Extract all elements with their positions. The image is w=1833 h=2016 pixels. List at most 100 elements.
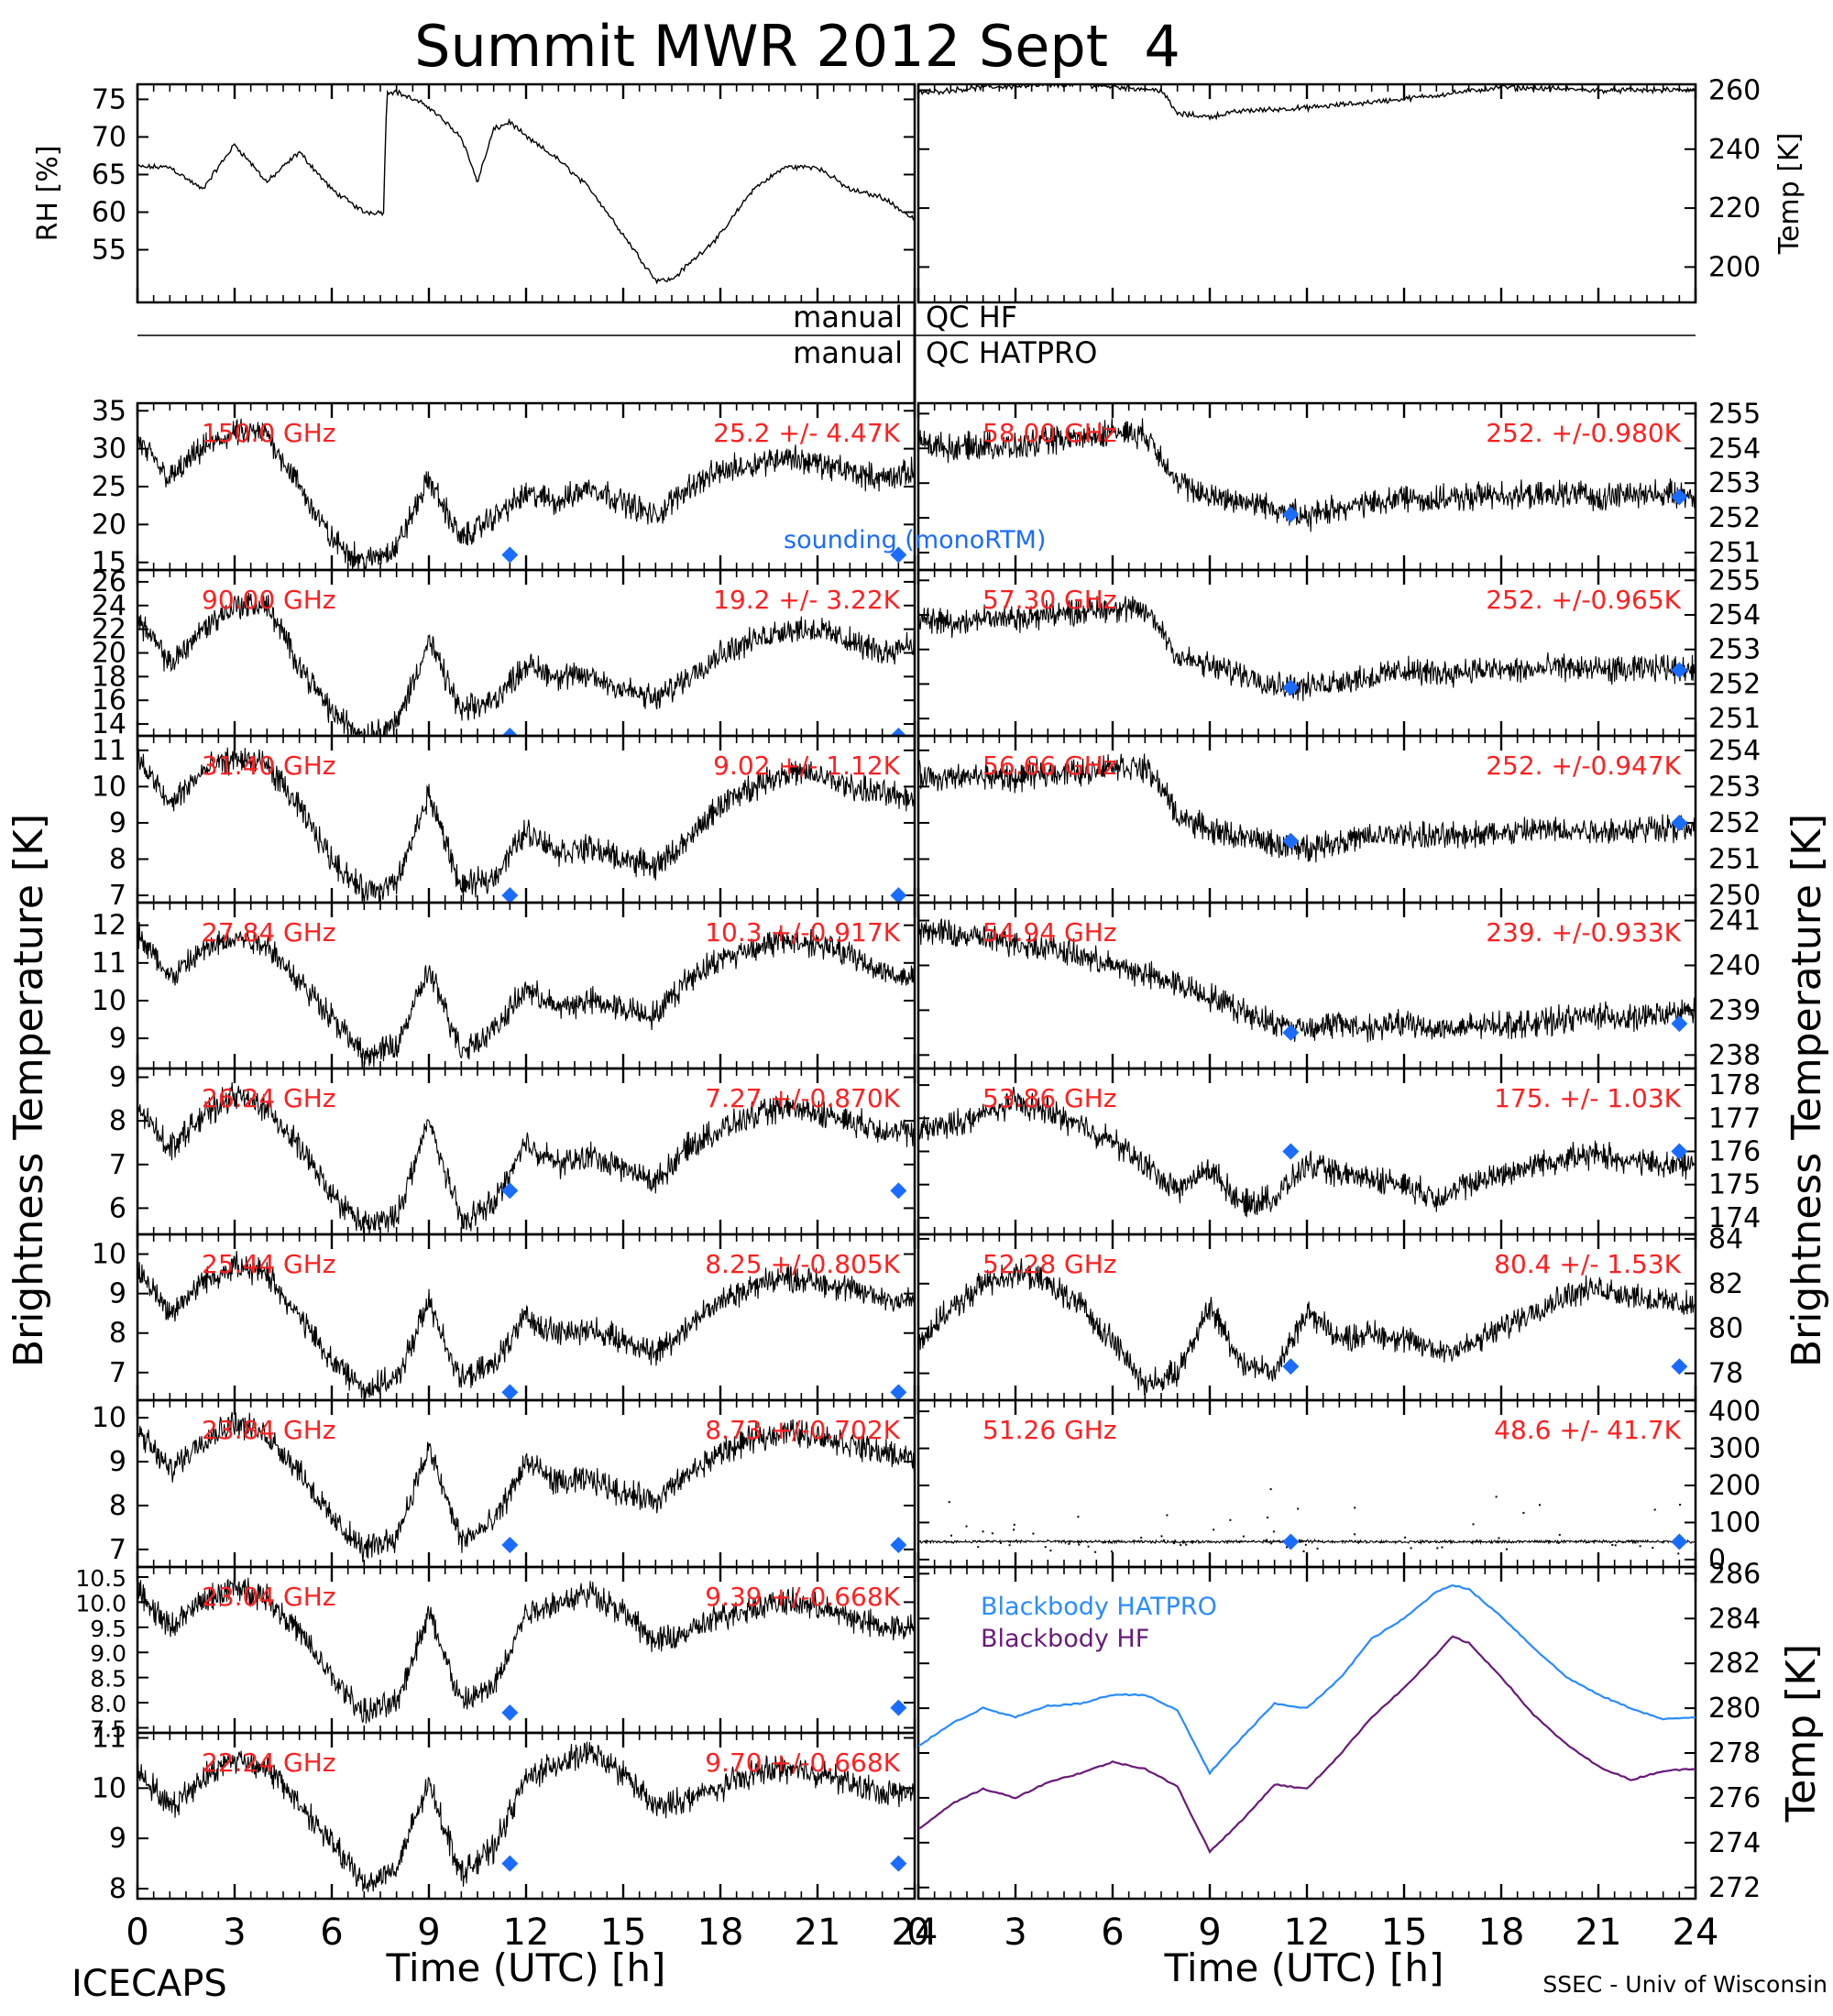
data-line xyxy=(137,922,915,1068)
panel-data xyxy=(137,1082,915,1234)
data-spike xyxy=(982,1530,984,1533)
data-spike xyxy=(1163,1539,1165,1541)
panel-data xyxy=(137,747,915,903)
qc-hf-label: QC HF xyxy=(926,300,1017,334)
statistics-label: 8.25 +/-0.805K xyxy=(705,1249,900,1279)
figure-title: Summit MWR 2012 Sept 4 xyxy=(414,13,1180,80)
data-spike xyxy=(948,1501,950,1504)
y-tick-label: 20 xyxy=(92,509,126,541)
sounding-marker xyxy=(501,1182,519,1200)
data-spike xyxy=(1267,1517,1269,1518)
data-line xyxy=(137,747,915,903)
panel-data xyxy=(918,84,1696,121)
data-spike xyxy=(1140,1537,1143,1539)
data-spike xyxy=(1558,1533,1561,1536)
panel-f2304: 7.58.08.59.09.510.010.5 23.04 GHz 9.39 +/-… xyxy=(75,1565,916,1743)
data-spike xyxy=(1611,1544,1614,1546)
y-tick-label: 80 xyxy=(1708,1313,1743,1345)
panel-data xyxy=(137,1251,915,1400)
y-tick-label: 7 xyxy=(109,1534,126,1566)
data-spike xyxy=(1166,1514,1169,1517)
x-tick-label: 18 xyxy=(1478,1912,1525,1954)
y-tick-label: 65 xyxy=(92,159,126,191)
data-spike xyxy=(1172,1542,1175,1545)
data-spike xyxy=(1160,1535,1163,1538)
y-tick-label: 20 xyxy=(92,638,126,670)
y-tick-label: 8 xyxy=(109,1318,126,1350)
y-tick-label: 286 xyxy=(1708,1558,1761,1590)
data-line xyxy=(918,1086,1696,1218)
y-tick-label: 10 xyxy=(92,771,126,803)
frequency-label: 54.94 GHz xyxy=(982,917,1117,948)
sounding-marker xyxy=(890,1855,907,1872)
data-spike xyxy=(1539,1504,1541,1507)
data-line xyxy=(918,1538,1696,1546)
data-line xyxy=(137,1577,915,1724)
sounding-marker xyxy=(1671,814,1688,831)
right-time-axis-label: Time (UTC) [h] xyxy=(1164,1945,1444,1990)
data-spike xyxy=(1087,1545,1090,1548)
frequency-label: 26.24 GHz xyxy=(202,1083,336,1113)
data-spike xyxy=(1008,1544,1011,1547)
frequency-label: 56.66 GHz xyxy=(982,751,1117,781)
y-tick-label: 24 xyxy=(92,590,126,622)
y-tick-label: 14 xyxy=(92,708,126,740)
y-tick-label: 9 xyxy=(109,1446,126,1478)
y-tick-label: 0 xyxy=(1708,1544,1726,1576)
data-spike xyxy=(1410,1547,1412,1550)
data-line xyxy=(918,915,1696,1043)
frequency-label: 22.24 GHz xyxy=(202,1748,336,1778)
y-tick-label: 252 xyxy=(1708,502,1761,534)
panel-blackbody: 272 274 276 278 280 282 284 286 Temp [K] xyxy=(916,1558,1825,1904)
frequency-label: 150.0 GHz xyxy=(202,418,336,448)
panel-data xyxy=(137,1577,915,1724)
series-line-blackbody-hf xyxy=(918,1635,1696,1855)
panel-ylabel: Temp [K] xyxy=(1778,1644,1825,1823)
blackbody-hatpro-legend-label: Blackbody HATPRO xyxy=(981,1593,1217,1621)
x-tick-label: 24 xyxy=(892,1912,938,1954)
data-line xyxy=(137,1741,915,1892)
y-tick-label: 251 xyxy=(1708,703,1761,735)
panel-f3140: 7 8 9 10 11 31.40 GHz 9.02 +/- 1.12K xyxy=(92,734,916,912)
sounding-marker xyxy=(1282,1024,1300,1041)
data-spike xyxy=(1185,1543,1188,1546)
sounding-marker xyxy=(1671,1533,1688,1550)
data-spike xyxy=(1557,1541,1560,1544)
data-spike xyxy=(1044,1546,1047,1549)
statistics-label: 9.70 +/-0.668K xyxy=(705,1748,900,1778)
data-spike xyxy=(1495,1496,1498,1498)
data-spike xyxy=(977,1546,980,1549)
y-tick-label: 278 xyxy=(1708,1737,1761,1769)
panel-rh: 55 60 65 70 75 RH [%] xyxy=(32,82,916,304)
x-tick-label: 18 xyxy=(697,1912,744,1954)
data-spike xyxy=(1498,1537,1500,1539)
y-tick-label: 280 xyxy=(1708,1693,1761,1725)
panel-f5228: 78 80 82 84 52.28 GHz 80.4 +/- 1.53K xyxy=(916,1223,1743,1402)
y-tick-label: 9 xyxy=(109,1278,126,1310)
sounding-marker xyxy=(1282,1143,1300,1160)
y-tick-label: 174 xyxy=(1708,1202,1761,1234)
data-line xyxy=(137,1251,915,1400)
y-tick-label: 240 xyxy=(1708,134,1761,166)
y-tick-label: 9 xyxy=(109,807,126,839)
y-tick-label: 274 xyxy=(1708,1827,1761,1859)
panel-data xyxy=(137,593,915,736)
y-tick-label: 250 xyxy=(1708,880,1761,912)
data-spike xyxy=(1213,1528,1215,1531)
frequency-label: 23.04 GHz xyxy=(202,1582,336,1612)
y-tick-label: 15 xyxy=(92,547,126,579)
y-tick-label: 25 xyxy=(92,471,126,503)
data-line xyxy=(918,84,1696,121)
y-tick-label: 8 xyxy=(109,1105,126,1137)
data-spike xyxy=(1639,1545,1641,1548)
sounding-legend-label: sounding (monoRTM) xyxy=(784,526,1046,554)
statistics-label: 252. +/-0.965K xyxy=(1486,585,1681,615)
qc-strip: manual QC HF manual QC HATPRO xyxy=(137,300,1696,403)
y-tick-label: 254 xyxy=(1708,735,1761,767)
y-tick-label: 84 xyxy=(1708,1223,1743,1255)
frequency-label: 51.26 GHz xyxy=(982,1415,1117,1445)
y-tick-label: 9.0 xyxy=(90,1640,126,1667)
